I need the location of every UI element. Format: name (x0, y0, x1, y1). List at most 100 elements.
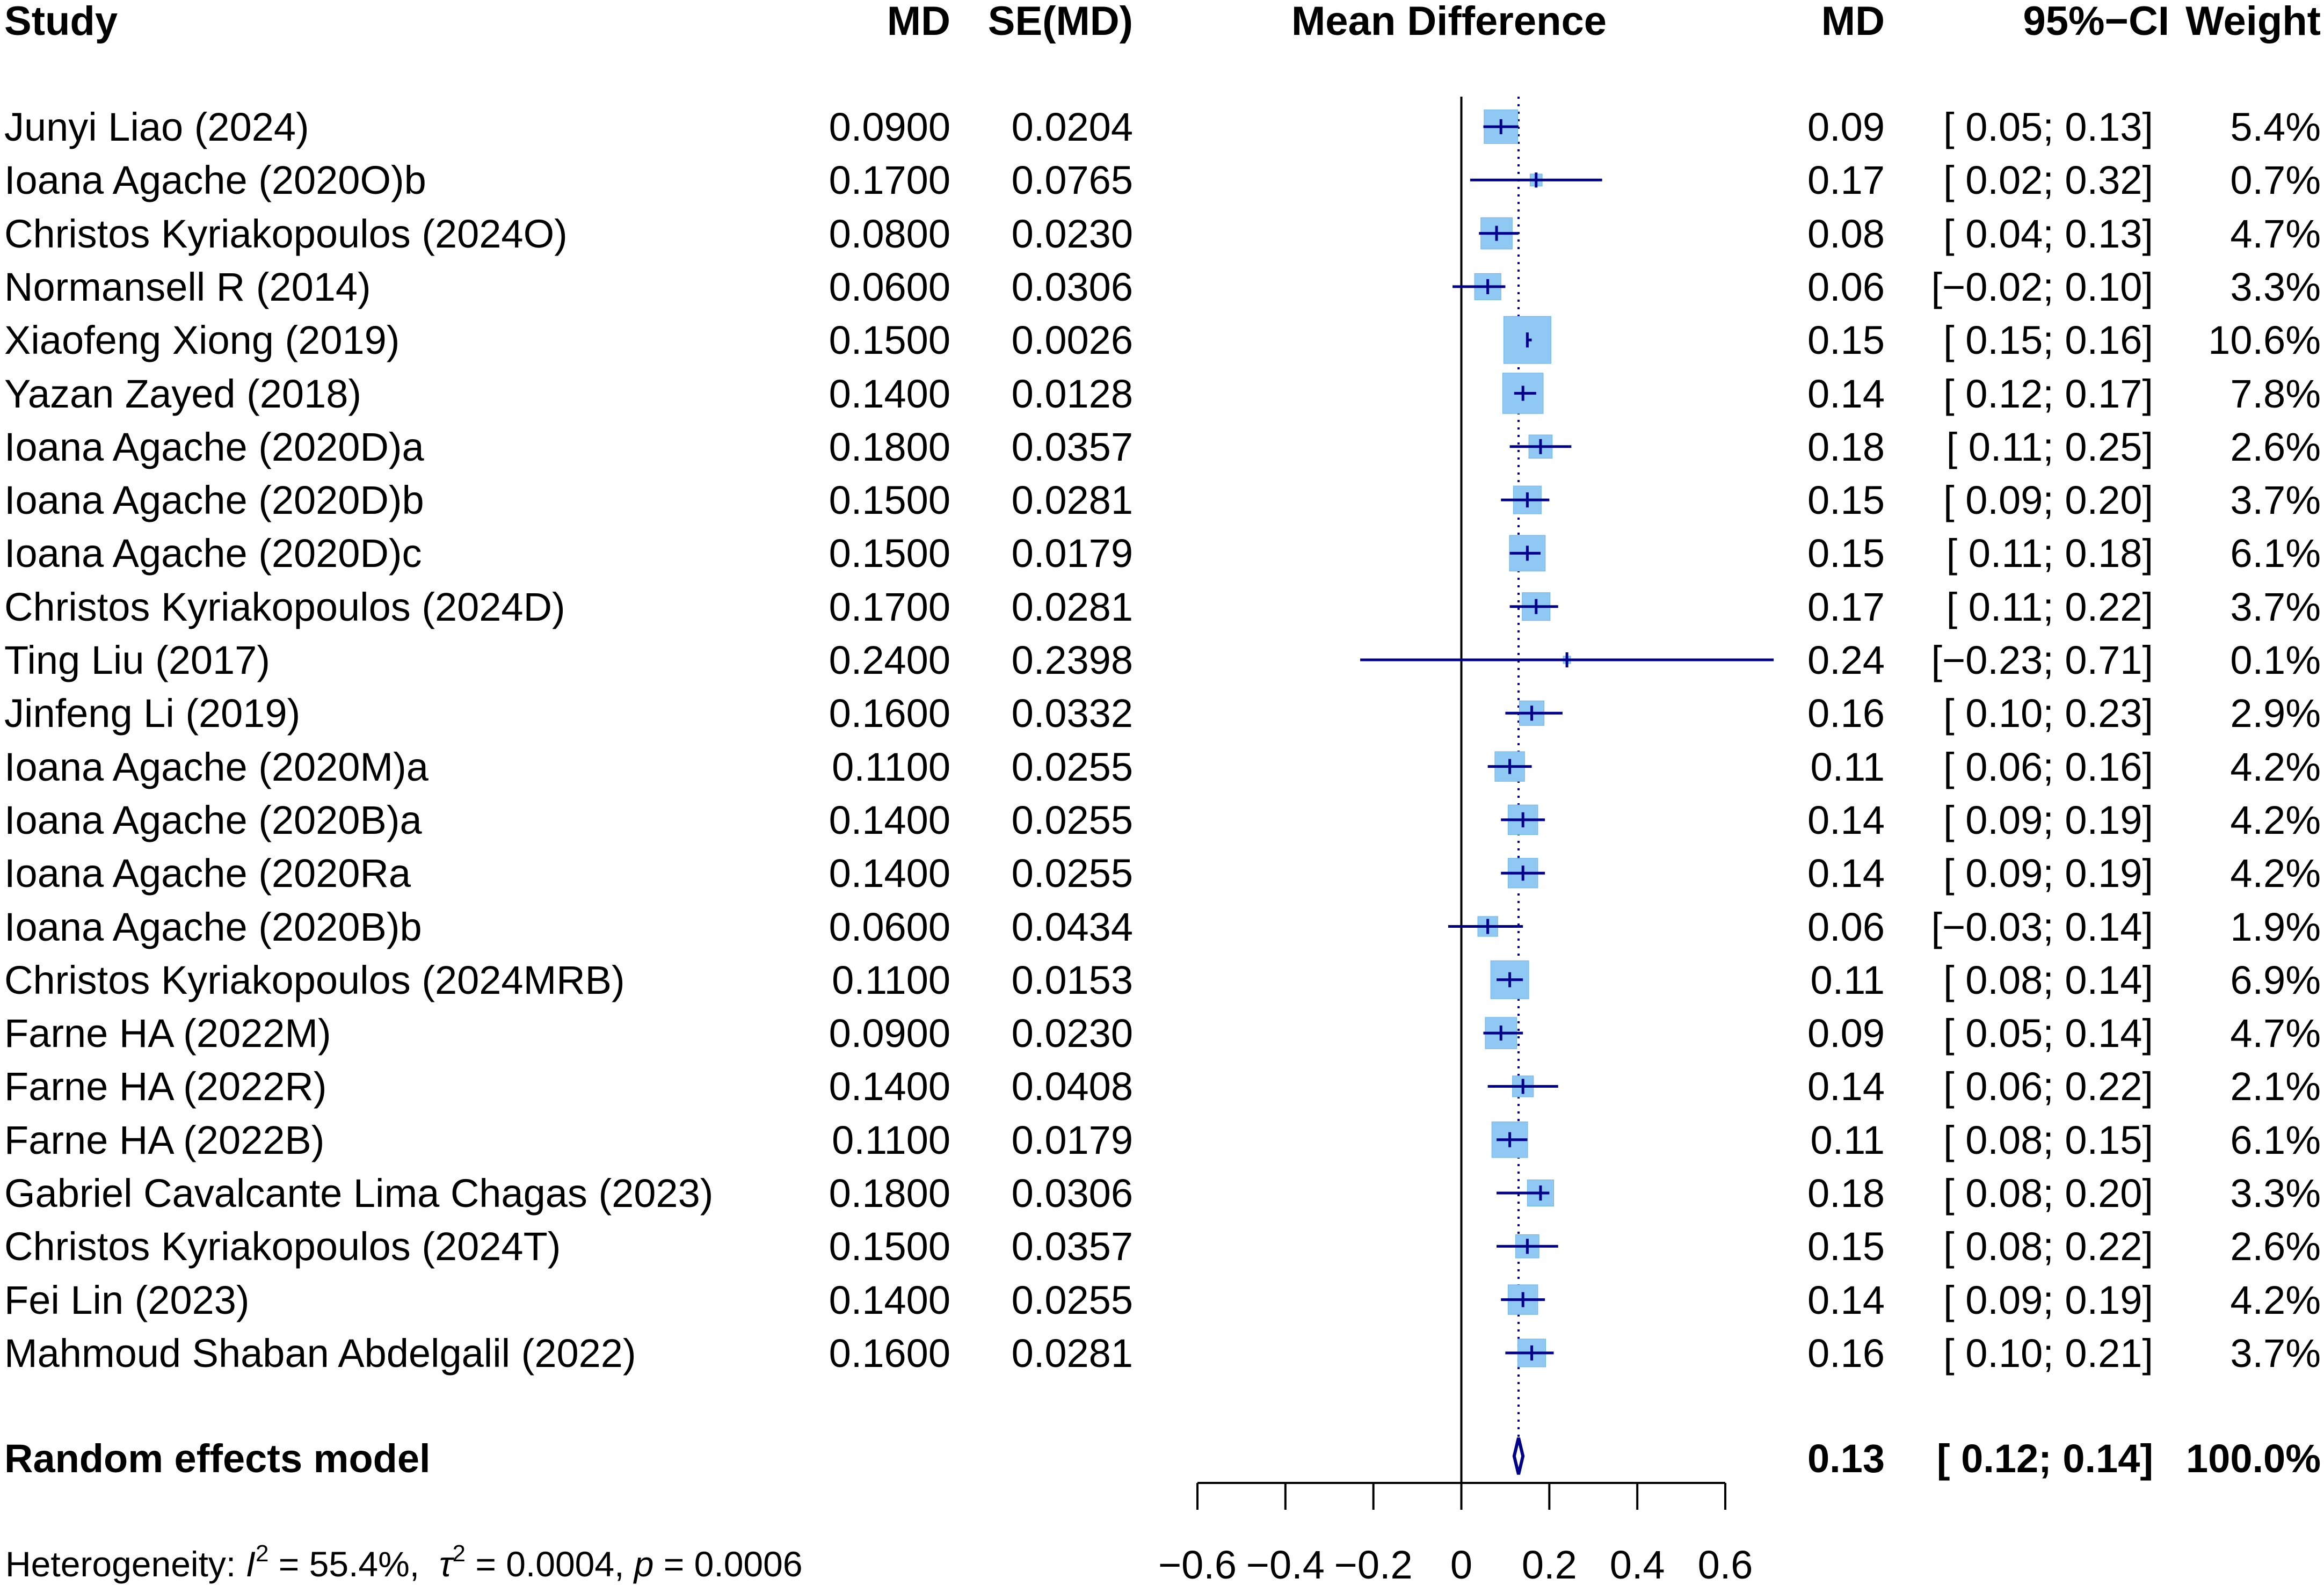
study-md-right: 0.15 (1807, 318, 1885, 362)
study-md-right: 0.16 (1807, 691, 1885, 736)
x-tick-label: 0 (1450, 1543, 1472, 1587)
study-md-right: 0.15 (1807, 478, 1885, 522)
study-se: 0.0179 (1011, 1118, 1133, 1162)
study-name: Yazan Zayed (2018) (4, 372, 362, 416)
hetero-prefix: Heterogeneity: (5, 1544, 246, 1584)
study-md: 0.1500 (829, 478, 950, 522)
study-md: 0.1500 (829, 318, 950, 362)
study-md-right: 0.16 (1807, 1331, 1885, 1376)
study-weight: 3.3% (2230, 265, 2321, 309)
study-weight: 4.2% (2230, 798, 2321, 842)
study-md-right: 0.06 (1807, 905, 1885, 949)
x-tick-label: 0.6 (1698, 1543, 1753, 1587)
study-name: Normansell R (2014) (4, 265, 371, 309)
study-se: 0.0255 (1011, 851, 1133, 896)
hetero-p-value: = 0.0006 (653, 1544, 803, 1584)
study-weight: 3.7% (2230, 478, 2321, 522)
study-md: 0.1100 (832, 1118, 950, 1162)
study-name: Christos Kyriakopoulos (2024D) (4, 585, 565, 629)
study-md: 0.0600 (829, 905, 950, 949)
study-se: 0.0255 (1011, 1278, 1133, 1322)
study-weight: 0.7% (2230, 158, 2321, 202)
study-name: Farne HA (2022B) (4, 1118, 325, 1162)
hetero-tau-value: = 0.0004, (465, 1544, 634, 1584)
study-weight: 4.7% (2230, 1011, 2321, 1056)
study-ci: [ 0.02; 0.32] (1943, 158, 2153, 202)
study-ci: [ 0.08; 0.15] (1943, 1118, 2153, 1162)
study-se: 0.0357 (1011, 425, 1133, 469)
x-tick-label: −0.2 (1334, 1543, 1413, 1587)
study-weight: 4.2% (2230, 745, 2321, 789)
study-ci: [−0.02; 0.10] (1931, 265, 2153, 309)
summary-ci: [ 0.12; 0.14] (1936, 1436, 2153, 1481)
study-md: 0.2400 (829, 638, 950, 682)
hetero-i2-symbol: I (245, 1544, 256, 1584)
study-ci: [ 0.10; 0.21] (1943, 1331, 2153, 1376)
study-name: Mahmoud Shaban Abdelgalil (2022) (4, 1331, 636, 1376)
study-ci: [ 0.11; 0.18] (1946, 531, 2153, 576)
study-weight: 5.4% (2230, 105, 2321, 149)
study-name: Ting Liu (2017) (4, 638, 270, 682)
study-md: 0.1400 (829, 1278, 950, 1322)
study-weight: 2.9% (2230, 691, 2321, 736)
study-md: 0.1400 (829, 798, 950, 842)
study-se: 0.0230 (1011, 1011, 1133, 1056)
study-se: 0.0281 (1011, 585, 1133, 629)
study-name: Ioana Agache (2020O)b (4, 158, 426, 202)
header-se: SE(MD) (987, 0, 1133, 44)
heterogeneity-text: Heterogeneity: I2 = 55.4%, τ2 = 0.0004, … (5, 1542, 803, 1584)
study-md-right: 0.06 (1807, 265, 1885, 309)
study-se: 0.0230 (1011, 212, 1133, 256)
header-mean-difference: Mean Difference (1291, 0, 1607, 44)
study-name: Ioana Agache (2020M)a (4, 745, 429, 789)
x-tick-label: 0.2 (1522, 1543, 1577, 1587)
study-se: 0.0179 (1011, 531, 1133, 576)
study-ci: [ 0.12; 0.17] (1943, 372, 2153, 416)
study-md-right: 0.14 (1807, 1064, 1885, 1109)
hetero-i2-sup: 2 (255, 1540, 269, 1567)
header-md: MD (887, 0, 950, 44)
hetero-p-symbol: p (634, 1544, 654, 1584)
study-name: Xiaofeng Xiong (2019) (4, 318, 400, 362)
study-name: Fei Lin (2023) (4, 1278, 250, 1322)
study-md: 0.0800 (829, 212, 950, 256)
study-se: 0.0332 (1011, 691, 1133, 736)
study-ci: [−0.03; 0.14] (1931, 905, 2153, 949)
study-se: 0.0128 (1011, 372, 1133, 416)
study-weight: 7.8% (2230, 372, 2321, 416)
study-ci: [ 0.09; 0.20] (1943, 478, 2153, 522)
study-se: 0.0357 (1011, 1224, 1133, 1269)
study-se: 0.0434 (1011, 905, 1133, 949)
study-md: 0.1100 (832, 958, 950, 1002)
study-md: 0.1400 (829, 372, 950, 416)
study-md: 0.1400 (829, 851, 950, 896)
study-ci: [ 0.09; 0.19] (1943, 851, 2153, 896)
summary-weight: 100.0% (2186, 1436, 2321, 1481)
study-name: Christos Kyriakopoulos (2024O) (4, 212, 568, 256)
study-md-right: 0.11 (1810, 1118, 1885, 1162)
study-ci: [ 0.05; 0.13] (1943, 105, 2153, 149)
x-tick-label: 0.4 (1610, 1543, 1665, 1587)
study-md-right: 0.09 (1807, 105, 1885, 149)
study-weight: 3.3% (2230, 1171, 2321, 1216)
study-md-right: 0.11 (1810, 958, 1885, 1002)
study-weight: 2.6% (2230, 425, 2321, 469)
study-name: Ioana Agache (2020B)b (4, 905, 422, 949)
study-se: 0.0255 (1011, 798, 1133, 842)
study-name: Christos Kyriakopoulos (2024T) (4, 1224, 561, 1269)
study-md-right: 0.14 (1807, 1278, 1885, 1322)
study-se: 0.0281 (1011, 1331, 1133, 1376)
study-name: Junyi Liao (2024) (4, 105, 309, 149)
study-se: 0.0026 (1011, 318, 1133, 362)
study-md-right: 0.17 (1807, 585, 1885, 629)
study-weight: 6.9% (2230, 958, 2321, 1002)
study-md-right: 0.08 (1807, 212, 1885, 256)
header-ci: 95%−CI (2023, 0, 2170, 44)
study-se: 0.0408 (1011, 1064, 1133, 1109)
study-name: Jinfeng Li (2019) (4, 691, 301, 736)
study-name: Ioana Agache (2020D)a (4, 425, 424, 469)
study-ci: [ 0.08; 0.14] (1943, 958, 2153, 1002)
study-md-right: 0.14 (1807, 851, 1885, 896)
study-ci: [ 0.15; 0.16] (1943, 318, 2153, 362)
